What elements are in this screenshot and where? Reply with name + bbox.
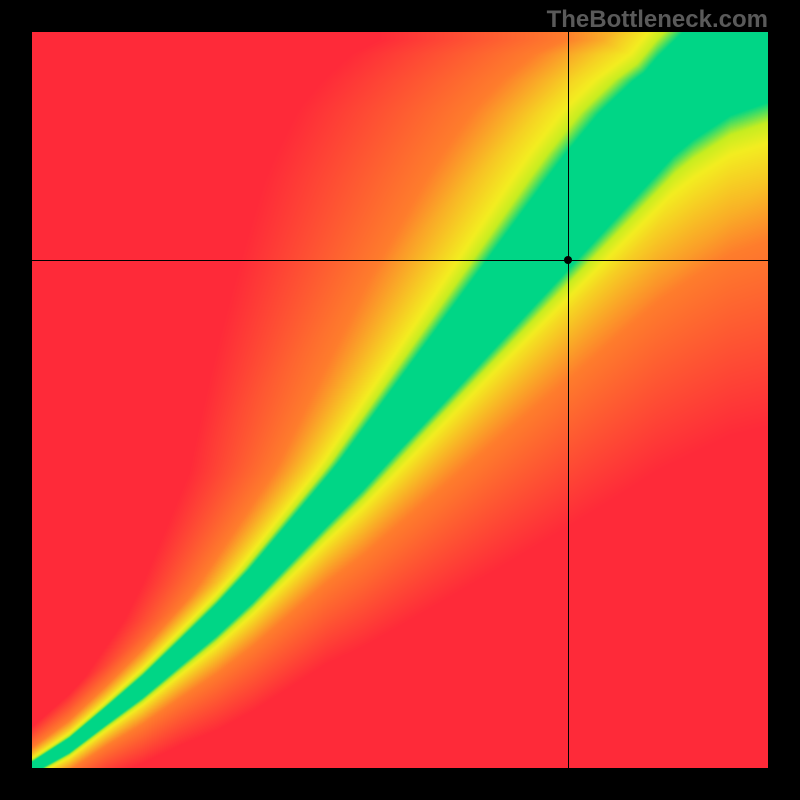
heatmap-canvas [32, 32, 768, 768]
crosshair-horizontal [32, 260, 768, 261]
crosshair-marker [564, 256, 572, 264]
heatmap-plot [32, 32, 768, 768]
watermark-text: TheBottleneck.com [547, 6, 768, 34]
crosshair-vertical [568, 32, 569, 768]
